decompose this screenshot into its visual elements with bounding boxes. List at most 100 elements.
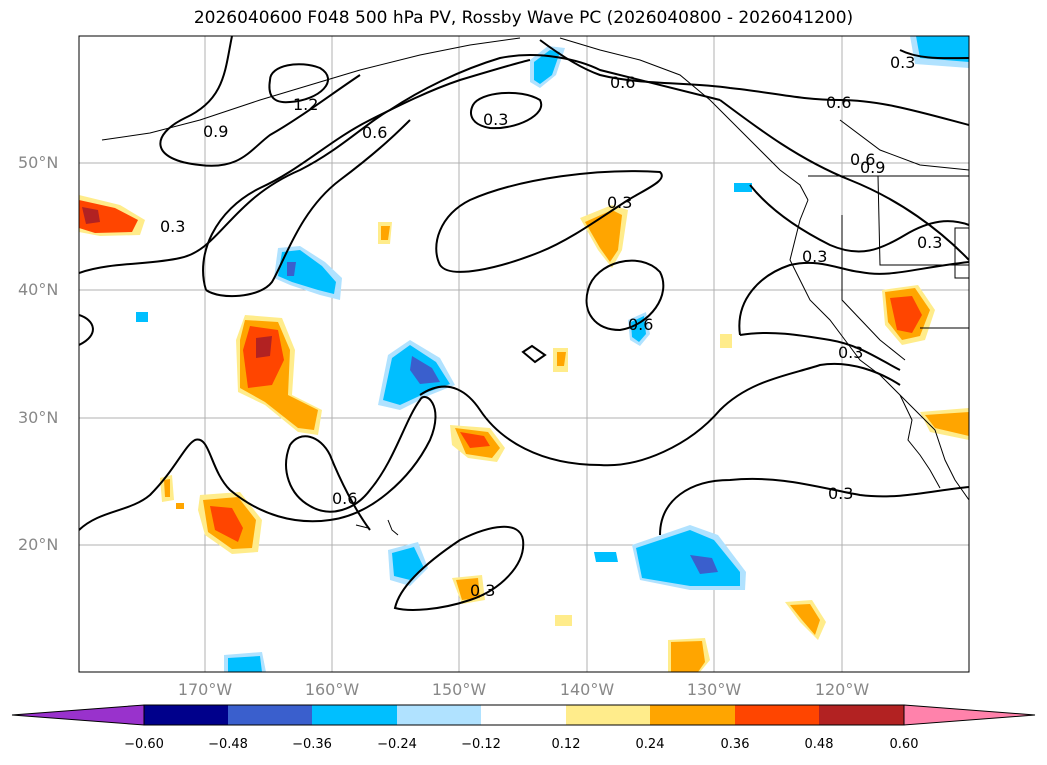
pv-contour xyxy=(749,184,969,253)
map-title: 2026040600 F048 500 hPa PV, Rossby Wave … xyxy=(193,8,854,28)
colorbar-tick-label: −0.12 xyxy=(461,737,501,752)
colorbar-tick-label: 0.12 xyxy=(551,737,581,752)
contour-label: 0.3 xyxy=(917,233,942,252)
lon-label: 140°W xyxy=(559,680,615,699)
colorbar-tick-label: −0.60 xyxy=(124,737,164,752)
contour-label: 0.6 xyxy=(610,73,635,92)
contour-label: 0.6 xyxy=(362,123,387,142)
colorbar-tick-label: −0.36 xyxy=(292,737,332,752)
contour-label: 0.6 xyxy=(628,315,653,334)
pv-contour xyxy=(202,59,531,291)
colorbar-segment xyxy=(228,705,312,725)
colorbar-tick-label: 0.36 xyxy=(720,737,750,752)
negative-blob xyxy=(916,36,969,62)
map-plot-area xyxy=(79,36,969,672)
contour-label: 0.6 xyxy=(332,489,357,508)
positive-blob xyxy=(176,503,184,509)
colorbar-tick-label: −0.24 xyxy=(377,737,417,752)
pv-contour xyxy=(585,259,665,332)
colorbar-segment xyxy=(397,705,481,725)
positive-blob xyxy=(79,200,138,233)
positive-blob xyxy=(790,604,820,635)
positive-blob xyxy=(210,506,243,542)
contour-label: 1.2 xyxy=(293,95,318,114)
positive-blob xyxy=(381,226,390,240)
colorbar-tick-label: 0.48 xyxy=(804,737,834,752)
coastlines xyxy=(101,37,969,536)
positive-blob xyxy=(243,326,284,388)
colorbar-low-extension xyxy=(11,704,145,726)
positive-blob xyxy=(456,578,480,600)
negative-blob xyxy=(594,552,618,562)
lat-label: 40°N xyxy=(18,280,59,299)
colorbar-segment xyxy=(650,705,735,725)
colorbar-segment xyxy=(481,705,566,725)
contour-label: 0.6 xyxy=(826,93,851,112)
positive-blob xyxy=(256,336,272,358)
colorbar-high-extension xyxy=(903,704,1036,726)
contour-label: 0.3 xyxy=(828,484,853,503)
negative-blob xyxy=(631,316,646,342)
negative-blob xyxy=(734,183,752,192)
positive-anomalies xyxy=(79,195,969,672)
pv-contours xyxy=(79,36,969,611)
negative-blob xyxy=(287,262,296,276)
positive-blob xyxy=(82,207,100,224)
lat-label: 20°N xyxy=(18,535,59,554)
lat-label: 30°N xyxy=(18,408,59,427)
contour-label: 0.3 xyxy=(160,217,185,236)
colorbar-frame xyxy=(143,704,905,726)
negative-blob xyxy=(410,356,440,384)
pv-contour xyxy=(719,99,969,261)
contour-label: 0.3 xyxy=(470,581,495,600)
lon-label: 150°W xyxy=(431,680,487,699)
pv-contour xyxy=(268,63,330,104)
pv-contour xyxy=(659,477,969,536)
positive-blob xyxy=(890,296,922,333)
negative-anomalies xyxy=(136,36,969,672)
positive-blob xyxy=(671,641,705,672)
contour-label: 0.3 xyxy=(838,343,863,362)
contour-label: 0.9 xyxy=(860,158,885,177)
positive-blob xyxy=(557,352,566,366)
pv-contour xyxy=(539,39,969,126)
lon-label: 130°W xyxy=(686,680,742,699)
colorbar-tick-label: 0.60 xyxy=(889,737,919,752)
lon-label: 170°W xyxy=(177,680,233,699)
contour-label: 0.3 xyxy=(890,53,915,72)
colorbar-segment xyxy=(312,705,397,725)
colorbar-segment xyxy=(566,705,650,725)
contour-label: 0.3 xyxy=(802,247,827,266)
lon-label: 160°W xyxy=(304,680,360,699)
colorbar xyxy=(11,704,1036,726)
positive-blob xyxy=(555,615,572,626)
pv-contour xyxy=(205,119,411,298)
pv-contour xyxy=(470,91,543,130)
pv-contour xyxy=(899,49,969,60)
map-frame xyxy=(78,35,970,673)
negative-blob xyxy=(690,555,718,574)
negative-blob xyxy=(392,547,424,580)
negative-blob xyxy=(534,50,560,84)
contour-label: 0.3 xyxy=(483,110,508,129)
pv-contour xyxy=(79,314,94,346)
negative-blob xyxy=(278,250,336,294)
negative-blob xyxy=(228,656,262,672)
negative-blob xyxy=(136,312,148,322)
contour-label: 0.3 xyxy=(607,193,632,212)
colorbar-tick-label: −0.48 xyxy=(208,737,248,752)
pv-contour xyxy=(435,170,663,273)
pv-contour xyxy=(159,36,361,167)
contour-label-group: 1.2 0.9 0.6 0.3 0.6 0.3 0.6 0.6 0.9 0.3 … xyxy=(160,53,942,600)
positive-blob xyxy=(925,412,969,436)
positive-blob xyxy=(164,479,170,497)
pv-contour xyxy=(79,396,437,531)
positive-blob xyxy=(460,432,490,448)
pv-contour xyxy=(739,331,901,371)
pv-contour xyxy=(599,362,901,467)
pv-contour xyxy=(419,385,601,466)
contour-label: 0.6 xyxy=(850,150,875,169)
colorbar-segment xyxy=(735,705,819,725)
colorbar-segment xyxy=(819,705,904,725)
